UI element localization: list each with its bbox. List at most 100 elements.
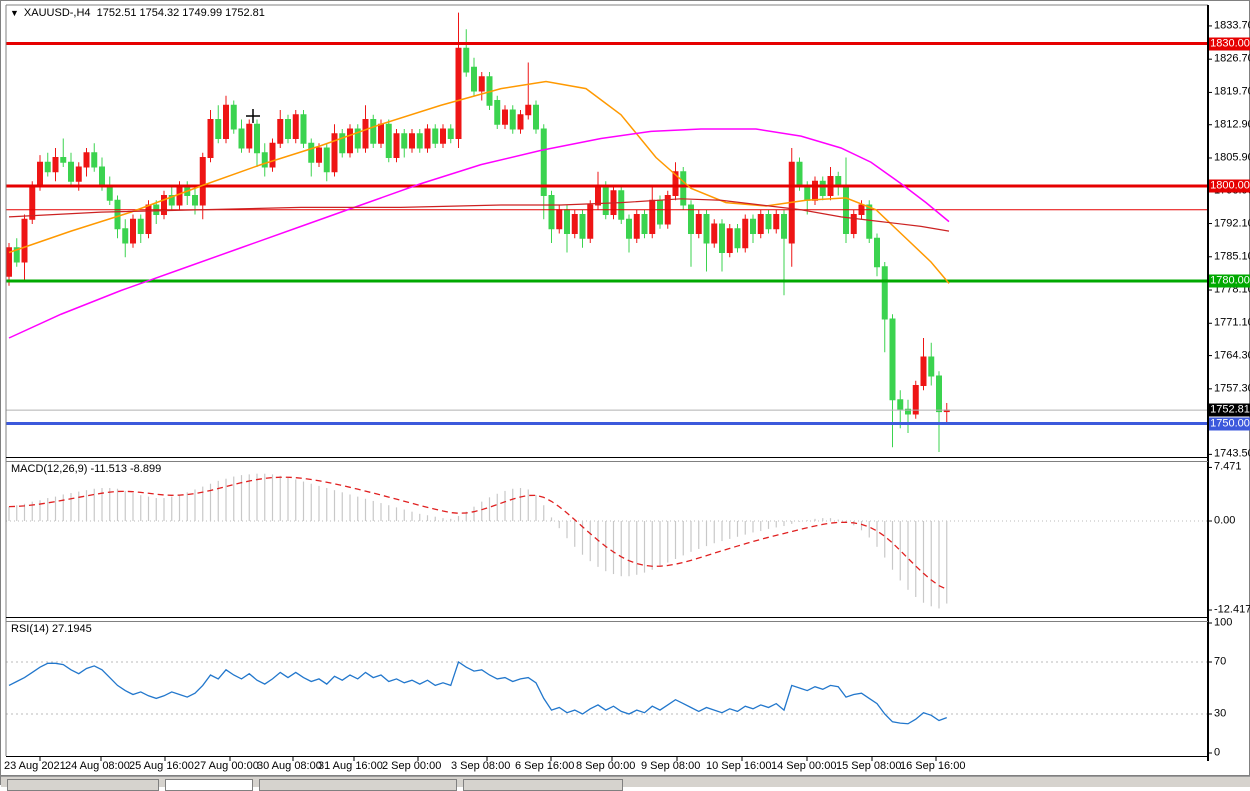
candle-body bbox=[362, 119, 369, 149]
candle-body bbox=[370, 119, 377, 144]
candle-body bbox=[308, 142, 315, 163]
candle-body bbox=[91, 152, 98, 168]
candle-body bbox=[432, 128, 439, 144]
price-tick-label: 1778.10 bbox=[1214, 283, 1250, 296]
price-tick-label: 1826.70 bbox=[1214, 52, 1250, 65]
time-label: 31 Aug 16:00 bbox=[318, 760, 383, 772]
candle-body bbox=[440, 128, 446, 144]
candle-body bbox=[52, 157, 59, 173]
candle-body bbox=[137, 218, 144, 234]
price-badge: 1750.00 bbox=[1209, 417, 1250, 430]
candle-body bbox=[416, 133, 423, 149]
candle-body bbox=[60, 157, 67, 163]
time-label: 16 Sep 16:00 bbox=[900, 760, 966, 772]
candle-body bbox=[773, 214, 780, 230]
symbol-period-label: XAUUSD-,H4 bbox=[23, 7, 91, 19]
candle-body bbox=[564, 209, 570, 234]
candle-body bbox=[688, 204, 694, 234]
candle-body bbox=[168, 195, 175, 206]
candle-body bbox=[447, 128, 454, 139]
candle-body bbox=[657, 199, 663, 225]
time-label: 25 Aug 16:00 bbox=[129, 760, 194, 772]
candle-body bbox=[796, 161, 803, 187]
candle-body bbox=[409, 133, 415, 149]
candle-body bbox=[897, 399, 904, 410]
rsi-line bbox=[8, 660, 947, 725]
price-badge: 1800.00 bbox=[1209, 179, 1250, 193]
chart-tab-bar bbox=[1, 776, 1250, 791]
candle-body bbox=[533, 104, 539, 130]
candle-body bbox=[238, 128, 245, 149]
time-label: 3 Sep 08:00 bbox=[451, 760, 511, 772]
candle-body bbox=[323, 147, 330, 173]
rsi-axis-label: 30 bbox=[1214, 707, 1227, 720]
candle-body bbox=[199, 157, 206, 206]
candle-body bbox=[339, 133, 346, 154]
candle-body bbox=[261, 152, 268, 168]
candle-body bbox=[331, 133, 338, 173]
candle-body bbox=[525, 104, 532, 116]
price-tick-label: 1812.90 bbox=[1214, 118, 1250, 131]
chart-tab[interactable] bbox=[259, 779, 457, 791]
candle-body bbox=[881, 266, 888, 320]
candle-body bbox=[246, 123, 253, 149]
ohlc-values: 1752.51 1754.32 1749.99 1752.81 bbox=[96, 7, 265, 19]
candle-body bbox=[471, 66, 477, 92]
time-label: 23 Aug 2021 bbox=[4, 760, 66, 772]
candle-body bbox=[316, 147, 322, 163]
time-label: 27 Aug 00:00 bbox=[194, 760, 259, 772]
candle-body bbox=[618, 190, 625, 220]
candle-body bbox=[579, 214, 586, 239]
price-badge: 1830.00 bbox=[1209, 37, 1250, 50]
candle-body bbox=[649, 199, 656, 234]
candle-body bbox=[424, 128, 431, 149]
candle-body bbox=[626, 218, 632, 239]
candle-body bbox=[68, 161, 74, 182]
chart-tab[interactable] bbox=[463, 779, 623, 791]
candle-body bbox=[812, 180, 818, 201]
candle-body bbox=[455, 47, 462, 139]
candle-body bbox=[99, 166, 105, 187]
candle-body bbox=[385, 123, 392, 158]
chart-tab[interactable] bbox=[7, 779, 159, 791]
candle-body bbox=[928, 356, 935, 377]
chart-tab-active[interactable] bbox=[165, 779, 253, 791]
candle-body bbox=[176, 185, 183, 206]
candle-body bbox=[254, 123, 260, 154]
symbol-dropdown-icon[interactable]: ▼ bbox=[10, 8, 19, 18]
candle-body bbox=[726, 228, 733, 253]
candle-body bbox=[354, 128, 361, 149]
rsi-axis-label: 100 bbox=[1214, 616, 1233, 629]
candle-body bbox=[595, 185, 601, 206]
candle-body bbox=[161, 195, 167, 215]
candle-body bbox=[703, 214, 710, 244]
candle-body bbox=[44, 161, 51, 173]
candle-body bbox=[734, 228, 741, 249]
candle-body bbox=[401, 133, 408, 149]
price-tick-label: 1743.50 bbox=[1214, 447, 1250, 460]
time-label: 6 Sep 16:00 bbox=[515, 760, 575, 772]
rsi-axis-label: 0 bbox=[1214, 746, 1221, 759]
price-tick-label: 1792.10 bbox=[1214, 217, 1250, 230]
price-tick-label: 1757.30 bbox=[1214, 382, 1250, 395]
candle-body bbox=[587, 204, 594, 239]
candle-body bbox=[765, 214, 772, 230]
price-tick-label: 1819.70 bbox=[1214, 85, 1250, 98]
candle-body bbox=[192, 195, 198, 206]
candle-body bbox=[781, 214, 787, 239]
price-tick-label: 1805.90 bbox=[1214, 151, 1250, 164]
candle-body bbox=[230, 104, 237, 130]
price-badge: 1752.81 bbox=[1209, 403, 1250, 417]
candle-body bbox=[29, 185, 36, 220]
candle-body bbox=[548, 195, 555, 230]
candle-body bbox=[393, 133, 400, 158]
candle-body bbox=[695, 214, 702, 234]
rsi-axis-label: 70 bbox=[1214, 655, 1227, 668]
candle-body bbox=[75, 166, 82, 182]
candle-body bbox=[207, 119, 214, 158]
candle-body bbox=[463, 47, 470, 73]
candle-body bbox=[757, 214, 764, 234]
candle-body bbox=[517, 114, 524, 130]
